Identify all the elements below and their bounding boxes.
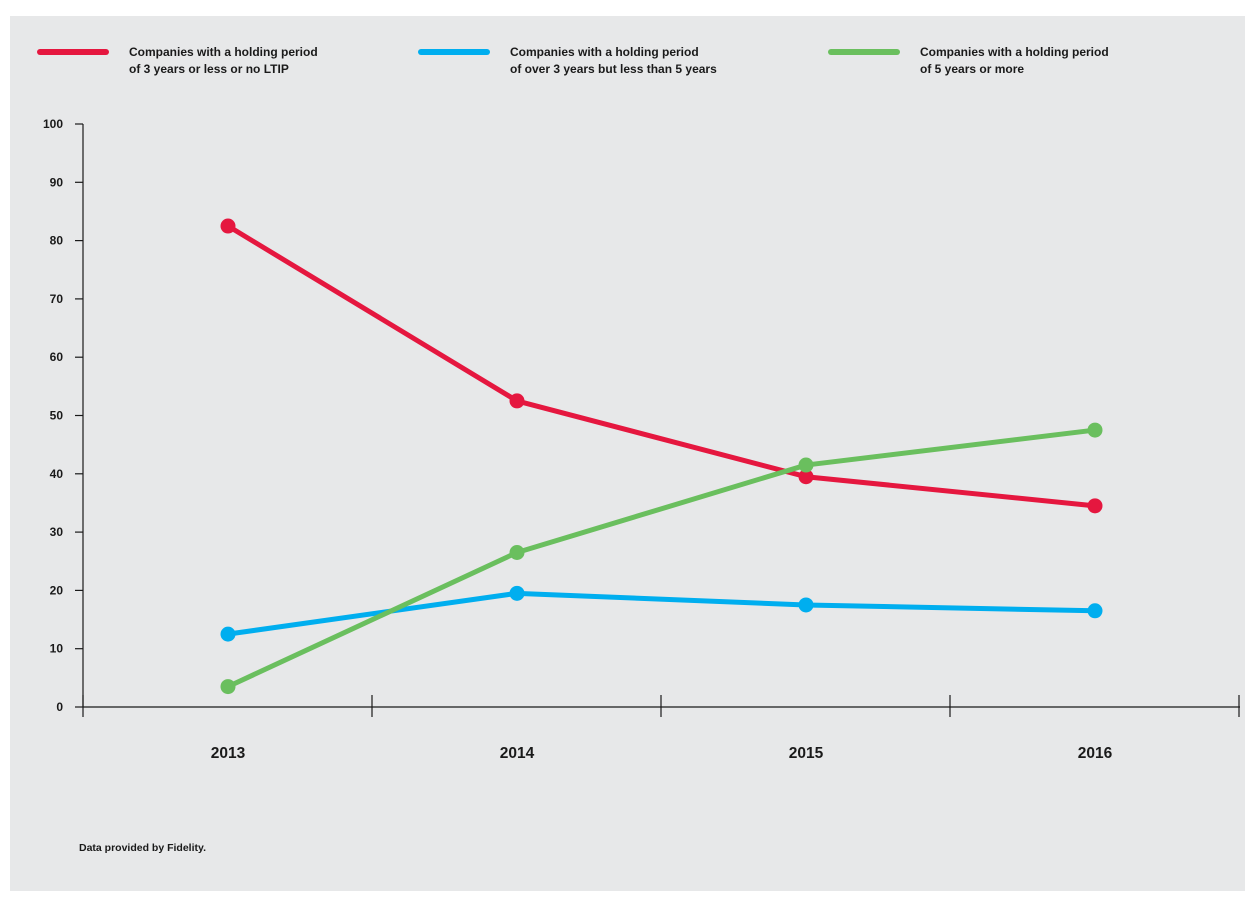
legend-label-line: Companies with a holding period — [920, 45, 1109, 59]
footnote: Data provided by Fidelity. — [79, 842, 206, 854]
legend-swatch-green — [828, 49, 900, 55]
data-point-2-1 — [509, 545, 525, 561]
legend-label-line: Companies with a holding period — [129, 45, 318, 59]
legend-swatch-blue — [418, 49, 490, 55]
legend-label: Companies with a holding period of 5 yea… — [920, 44, 1220, 78]
legend-label: Companies with a holding period of over … — [510, 44, 810, 78]
x-tick-label: 2016 — [1078, 745, 1113, 762]
legend-label-line: of 5 years or more — [920, 62, 1025, 76]
data-point-1-3 — [1087, 603, 1103, 619]
x-tick-label: 2014 — [500, 745, 535, 762]
legend-label-line: Companies with a holding period — [510, 45, 699, 59]
y-tick-label: 100 — [43, 117, 63, 131]
data-point-1-0 — [220, 626, 236, 642]
legend-swatch-red — [37, 49, 109, 55]
x-tick-label: 2013 — [211, 745, 246, 762]
data-point-1-2 — [798, 597, 814, 613]
y-tick-label: 50 — [50, 409, 64, 423]
chart-panel: Companies with a holding period of 3 yea… — [10, 16, 1245, 891]
series-line-2 — [225, 427, 1098, 690]
data-point-0-2 — [798, 469, 814, 485]
y-tick-label: 30 — [50, 525, 64, 539]
y-tick-label: 0 — [56, 700, 63, 714]
legend-label-line: of over 3 years but less than 5 years — [510, 62, 717, 76]
data-point-2-0 — [220, 679, 236, 695]
data-point-2-2 — [798, 457, 814, 473]
line-chart: 0 10 20 30 40 50 60 70 80 90 100 2013 2014 2015 2016 — [43, 117, 1240, 762]
data-point-0-0 — [220, 218, 236, 234]
data-point-0-3 — [1087, 498, 1103, 514]
y-tick-label: 60 — [50, 350, 64, 364]
y-tick-label: 20 — [50, 583, 64, 597]
series-line-1 — [225, 590, 1098, 637]
y-tick-label: 80 — [50, 234, 64, 248]
legend-label-line: of 3 years or less or no LTIP — [129, 62, 289, 76]
data-point-1-1 — [509, 585, 525, 601]
series-line-0 — [225, 223, 1098, 509]
x-tick-label: 2015 — [789, 745, 824, 762]
y-tick-label: 70 — [50, 292, 64, 306]
legend-label: Companies with a holding period of 3 yea… — [129, 44, 429, 78]
y-tick-label: 40 — [50, 467, 64, 481]
data-point-0-1 — [509, 393, 525, 409]
y-tick-label: 10 — [50, 642, 64, 656]
data-point-2-3 — [1087, 422, 1103, 438]
y-tick-label: 90 — [50, 175, 64, 189]
